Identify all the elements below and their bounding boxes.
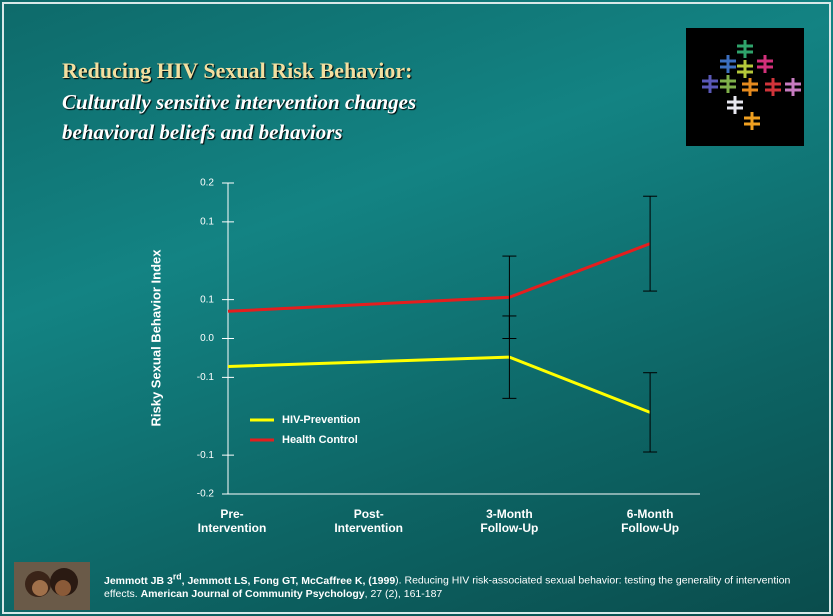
text: ).	[395, 574, 402, 587]
citation-authors: Jemmott JB 3rd, Jemmott LS, Fong GT, McC…	[104, 571, 396, 587]
x-tick-label: Pre- Intervention	[197, 507, 267, 535]
y-tick-label: 0.1	[200, 294, 214, 305]
y-axis-title: Risky Sexual Behavior Index	[148, 249, 163, 427]
journal: American Journal of Community Psychology	[140, 587, 365, 600]
logo	[686, 28, 804, 146]
x-tick-label: 3-Month Follow-Up	[480, 507, 539, 535]
superscript: rd	[172, 571, 182, 581]
x-tick-label: 6-Month Follow-Up	[621, 507, 680, 535]
series-line	[227, 355, 651, 414]
photo	[14, 562, 90, 610]
authors: Jemmott JB 3	[104, 574, 173, 587]
legend-label: Health Control	[282, 434, 358, 446]
details: , 27 (2), 161-187	[364, 587, 443, 600]
subtitle: Culturally sensitive intervention change…	[62, 90, 417, 114]
x-tick-label: Post- Intervention	[334, 507, 404, 535]
subtitle: behavioral beliefs and behaviors	[62, 120, 343, 144]
series-line	[227, 242, 651, 313]
error-bar	[643, 372, 658, 453]
error-bar	[502, 255, 517, 339]
legend-label: HIV-Prevention	[282, 414, 361, 426]
citation: Jemmott JB 3rd, Jemmott LS, Fong GT, McC…	[104, 570, 824, 601]
error-bar	[643, 195, 658, 292]
y-tick-label: -0.1	[197, 450, 215, 461]
y-tick-label: -0.1	[197, 372, 215, 383]
y-tick-label: 0.2	[200, 178, 214, 189]
y-tick-label: 0.1	[200, 217, 214, 228]
authors: , Jemmott LS, Fong GT, McCaffree K, (199…	[181, 574, 396, 587]
y-tick-label: -0.2	[197, 489, 215, 500]
y-tick-label: 0.0	[200, 333, 214, 344]
paper-title: Reducing HIV risk-associated sexual beha…	[104, 574, 791, 600]
title: Reducing HIV Sexual Risk Behavior:	[62, 58, 413, 83]
